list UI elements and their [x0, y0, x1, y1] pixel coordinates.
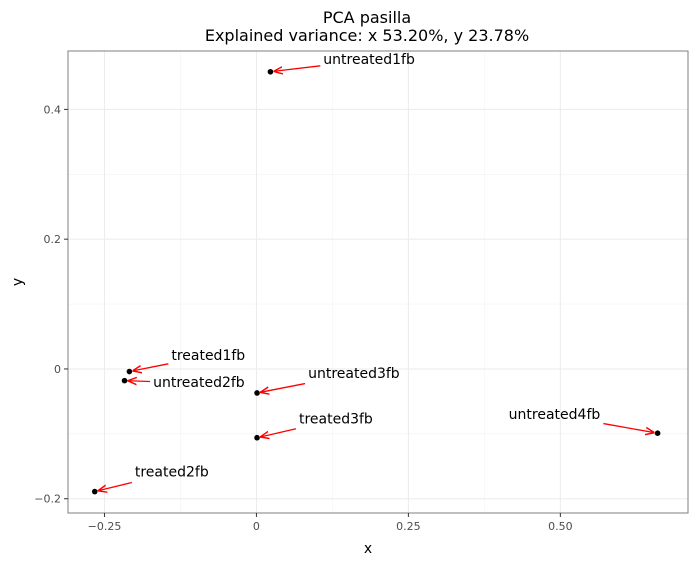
- data-point-untreated4fb: [654, 430, 661, 436]
- data-points: [91, 68, 661, 495]
- point-label-treated2fb: treated2fb: [135, 465, 209, 481]
- data-point-untreated3fb: [254, 390, 260, 396]
- arrow-untreated3fb: [261, 382, 306, 393]
- chart-title: PCA pasilla: [323, 8, 411, 27]
- x-tick-label: −0.25: [88, 520, 122, 533]
- arrow-treated2fb: [99, 481, 133, 490]
- arrow-untreated2fb: [129, 381, 151, 382]
- arrow-untreated4fb: [603, 422, 653, 433]
- y-tick-label: 0.4: [44, 103, 62, 116]
- point-labels: untreated1fb treated1fb untreated2fb untrea…: [135, 52, 601, 481]
- arrow-treated3fb: [261, 428, 297, 437]
- data-point-untreated2fb: [121, 377, 128, 384]
- x-tick-label: 0.50: [548, 520, 573, 533]
- data-point-treated2fb: [91, 488, 98, 495]
- y-tick-label: −0.2: [34, 493, 61, 506]
- point-label-untreated2fb: untreated2fb: [153, 375, 245, 391]
- x-tick-label: 0.25: [396, 520, 421, 533]
- point-label-untreated3fb: untreated3fb: [308, 366, 400, 382]
- data-point-treated1fb: [126, 368, 133, 375]
- axis-ticks: −0.25 0 0.25 0.50 −0.2 0 0.2 0.4: [34, 103, 572, 533]
- arrow-untreated1fb: [274, 65, 321, 71]
- annotation-arrows: [99, 65, 654, 491]
- point-label-untreated4fb: untreated4fb: [509, 407, 601, 423]
- x-axis-title: x: [364, 541, 372, 557]
- y-axis-title: y: [10, 278, 26, 286]
- x-tick-label: 0: [253, 520, 260, 533]
- grid: [68, 51, 688, 513]
- y-tick-label: 0.2: [44, 233, 62, 246]
- point-label-treated3fb: treated3fb: [299, 411, 373, 427]
- arrow-treated1fb: [133, 363, 169, 371]
- data-point-untreated1fb: [267, 68, 274, 75]
- data-point-treated3fb: [254, 434, 260, 441]
- point-label-treated1fb: treated1fb: [171, 348, 245, 364]
- chart-subtitle: Explained variance: x 53.20%, y 23.78%: [205, 26, 529, 45]
- plot-panel-border: [67, 50, 689, 514]
- y-tick-label: 0: [54, 363, 61, 376]
- point-label-untreated1fb: untreated1fb: [323, 52, 415, 68]
